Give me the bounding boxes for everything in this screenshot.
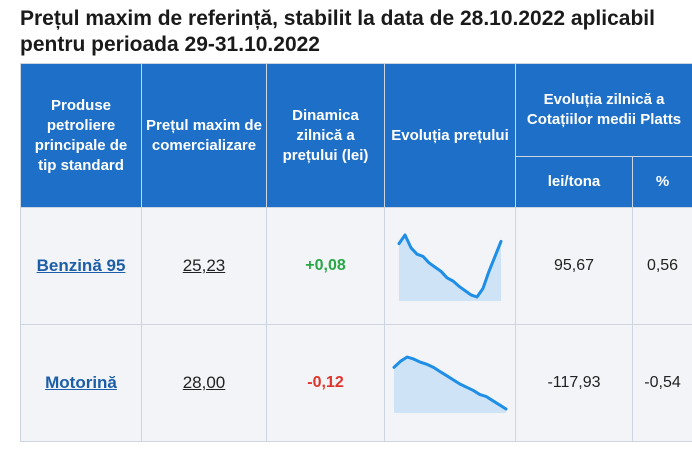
price-link-benzina[interactable]: 25,23 <box>182 256 226 275</box>
header-product: Produse petroliere principale de tip sta… <box>20 63 142 208</box>
table-row: Benzină 95 25,23 +0,08 95,67 0,56 <box>20 207 692 325</box>
header-max-price: Prețul maxim de comercializare <box>141 63 267 208</box>
dynamic-value-motorina: -0,12 <box>307 374 344 391</box>
header-percent: % <box>631 156 692 208</box>
dynamic-value-benzina: +0,08 <box>305 257 346 274</box>
sparkline-line <box>397 233 503 299</box>
header-platts: Evoluția zilnică a Cotațiilor medii Plat… <box>514 63 692 157</box>
sparkline-area <box>399 235 501 301</box>
header-lei-tona: lei/tona <box>515 156 633 208</box>
price-link-motorina[interactable]: 28,00 <box>182 373 226 392</box>
sparkline-area <box>394 357 506 413</box>
product-link-benzina[interactable]: Benzină 95 <box>36 256 126 275</box>
platts-lei-tona-motorina: -117,93 <box>547 374 601 391</box>
sparkline-motorina <box>392 355 508 413</box>
header-evolution: Evoluția prețului <box>384 63 516 208</box>
product-link-motorina[interactable]: Motorină <box>45 373 117 392</box>
table-row: Motorină 28,00 -0,12 -117,93 -0,54 <box>20 324 692 442</box>
sparkline-line <box>392 355 508 411</box>
sparkline-cell <box>384 324 516 442</box>
platts-lei-tona-benzina: 95,67 <box>553 257 595 274</box>
sparkline-benzina <box>397 233 503 301</box>
sparkline-cell <box>384 207 516 325</box>
header-dynamic: Dinamica zilnică a prețului (lei) <box>266 63 385 208</box>
page-title: Prețul maxim de referință, stabilit la d… <box>20 7 655 56</box>
price-table: Produse petroliere principale de tip sta… <box>20 63 692 442</box>
platts-percent-motorina: -0,54 <box>644 374 681 391</box>
platts-percent-benzina: 0,56 <box>646 257 679 274</box>
